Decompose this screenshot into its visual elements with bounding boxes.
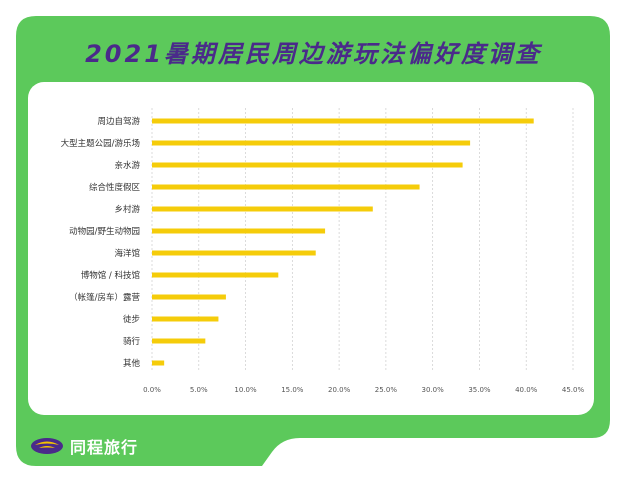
bar [152,294,226,300]
category-label: 博物馆 / 科技馆 [81,270,140,281]
x-tick-label: 30.0% [422,386,445,394]
x-tick-label: 25.0% [375,386,398,394]
x-tick-labels: 0.0% 5.0% 10.0% 15.0% 20.0% 25.0% 30.0% 35.0% 40… [143,386,584,394]
category-label: 周边自驾游 [97,116,140,127]
brand-name: 同程旅行 [70,438,139,457]
category-label: 大型主题公园/游乐场 [61,138,140,149]
bar [152,162,463,168]
x-tick-label: 20.0% [328,386,351,394]
grid-lines [151,108,574,372]
bar [152,118,534,124]
bar [152,272,279,278]
category-label: 海洋馆 [114,248,140,259]
brand-footer: 同程旅行 [30,434,138,458]
bar [152,338,206,344]
tongcheng-logo-icon [31,438,63,454]
bar [152,140,471,146]
chart-panel: 周边自驾游大型主题公园/游乐场亲水游综合性度假区乡村游动物园/野生动物园海洋馆博… [28,82,594,415]
category-label: （帐篷/房车）露营 [69,292,140,303]
x-tick-label: 5.0% [190,386,208,394]
x-tick-label: 35.0% [468,386,491,394]
bars [152,118,534,366]
category-label: 亲水游 [114,160,140,171]
bar [152,184,420,190]
category-labels: 周边自驾游大型主题公园/游乐场亲水游综合性度假区乡村游动物园/野生动物园海洋馆博… [61,116,141,369]
x-tick-label: 15.0% [281,386,304,394]
bar [152,316,219,322]
x-tick-label: 45.0% [562,386,585,394]
x-tick-label: 0.0% [143,386,161,394]
category-label: 综合性度假区 [89,182,141,193]
category-label: 其他 [123,358,141,369]
category-label: 徒步 [123,314,140,325]
bar-chart: 周边自驾游大型主题公园/游乐场亲水游综合性度假区乡村游动物园/野生动物园海洋馆博… [61,108,584,394]
bar [152,250,316,256]
category-label: 乡村游 [114,204,140,215]
bar [152,228,326,234]
x-tick-label: 10.0% [234,386,257,394]
category-label: 动物园/野生动物园 [69,226,140,237]
x-tick-label: 40.0% [515,386,538,394]
bar [152,360,165,366]
category-label: 骑行 [123,336,141,347]
chart-title: 2021暑期居民周边游玩法偏好度调查 [85,40,542,68]
bar [152,206,373,212]
